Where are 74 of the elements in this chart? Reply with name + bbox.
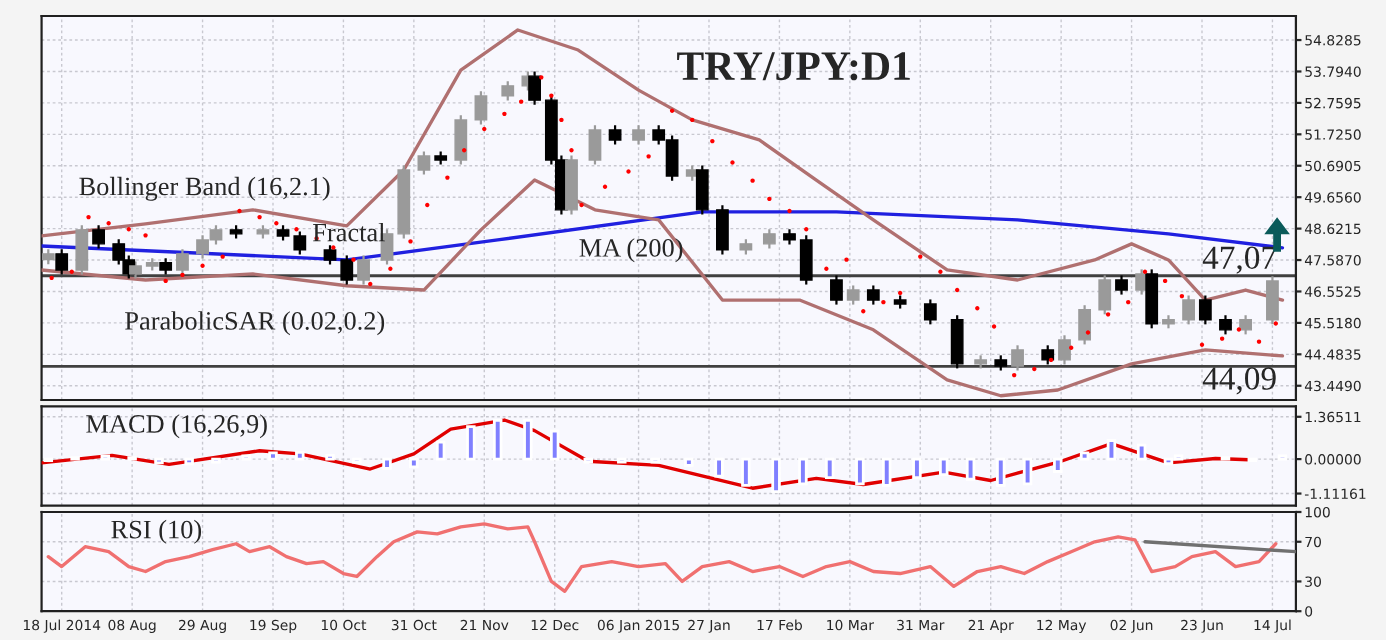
candlestick	[323, 244, 337, 266]
bar	[492, 418, 503, 461]
ref-line-label: 47,07	[1202, 246, 1277, 274]
bar	[1136, 443, 1147, 461]
candlestick	[528, 70, 541, 106]
candlestick	[950, 314, 964, 370]
annotation: MA (200)	[579, 238, 683, 263]
candlestick	[417, 150, 431, 176]
bar	[1079, 451, 1090, 461]
bar	[912, 457, 922, 480]
candlestick	[293, 230, 307, 256]
candlestick	[1098, 274, 1112, 316]
candlestick	[866, 284, 880, 306]
chart-title: RSI (10)	[111, 519, 202, 544]
bar	[741, 457, 751, 487]
candlestick	[1058, 334, 1071, 366]
candlestick	[1011, 344, 1024, 372]
candlestick	[608, 124, 622, 146]
candlestick	[1078, 304, 1092, 346]
bar	[1053, 457, 1063, 473]
candlestick	[716, 204, 729, 256]
candlestick	[474, 90, 488, 126]
bar	[855, 457, 865, 486]
bar	[1022, 457, 1033, 486]
bar	[824, 457, 835, 480]
candlestick	[799, 234, 813, 286]
candlestick	[75, 224, 89, 276]
line-series	[46, 522, 1278, 594]
bar	[295, 450, 305, 461]
candlestick	[1115, 274, 1128, 296]
candlestick	[92, 224, 105, 250]
bar	[549, 429, 560, 461]
candlestick	[923, 298, 937, 326]
bar	[939, 457, 949, 476]
bar	[466, 425, 476, 461]
candlestick	[695, 164, 709, 216]
candlestick	[1219, 314, 1232, 336]
bar	[1106, 439, 1117, 461]
bar	[714, 457, 724, 478]
text: TRY/JPY:D1	[677, 52, 910, 81]
candlestick	[340, 254, 354, 286]
bar	[409, 457, 419, 469]
candlestick	[762, 228, 776, 250]
bar	[965, 457, 976, 481]
annotation: ParabolicSAR (0.02,0.2)	[125, 311, 385, 336]
candlestick	[454, 114, 468, 166]
candlestick	[1266, 275, 1279, 326]
candlestick	[501, 80, 515, 102]
ref-line-label: 44,09	[1202, 367, 1276, 395]
candlestick	[1182, 294, 1195, 326]
bar	[268, 451, 278, 461]
bar	[882, 457, 892, 487]
candlestick	[632, 124, 645, 146]
candlestick	[1198, 294, 1212, 326]
chart-title: MACD (16,26,9)	[86, 414, 267, 439]
bar	[382, 457, 392, 470]
bar	[523, 418, 533, 461]
bar	[798, 457, 808, 486]
bar	[684, 457, 694, 467]
candlestick	[357, 254, 370, 286]
candlestick	[846, 284, 860, 306]
candlestick	[176, 248, 189, 276]
candlestick	[830, 274, 843, 306]
candlestick	[1041, 344, 1055, 366]
candlestick	[588, 124, 602, 166]
annotation: Fractal	[313, 222, 385, 242]
annotation: Bollinger Band (16,2.1)	[79, 176, 330, 201]
line-series	[41, 418, 1251, 490]
candlestick	[1239, 314, 1252, 336]
bar	[771, 457, 781, 494]
bar	[996, 457, 1006, 487]
line-series	[41, 178, 1285, 398]
bar	[184, 457, 194, 466]
bar	[435, 440, 446, 461]
